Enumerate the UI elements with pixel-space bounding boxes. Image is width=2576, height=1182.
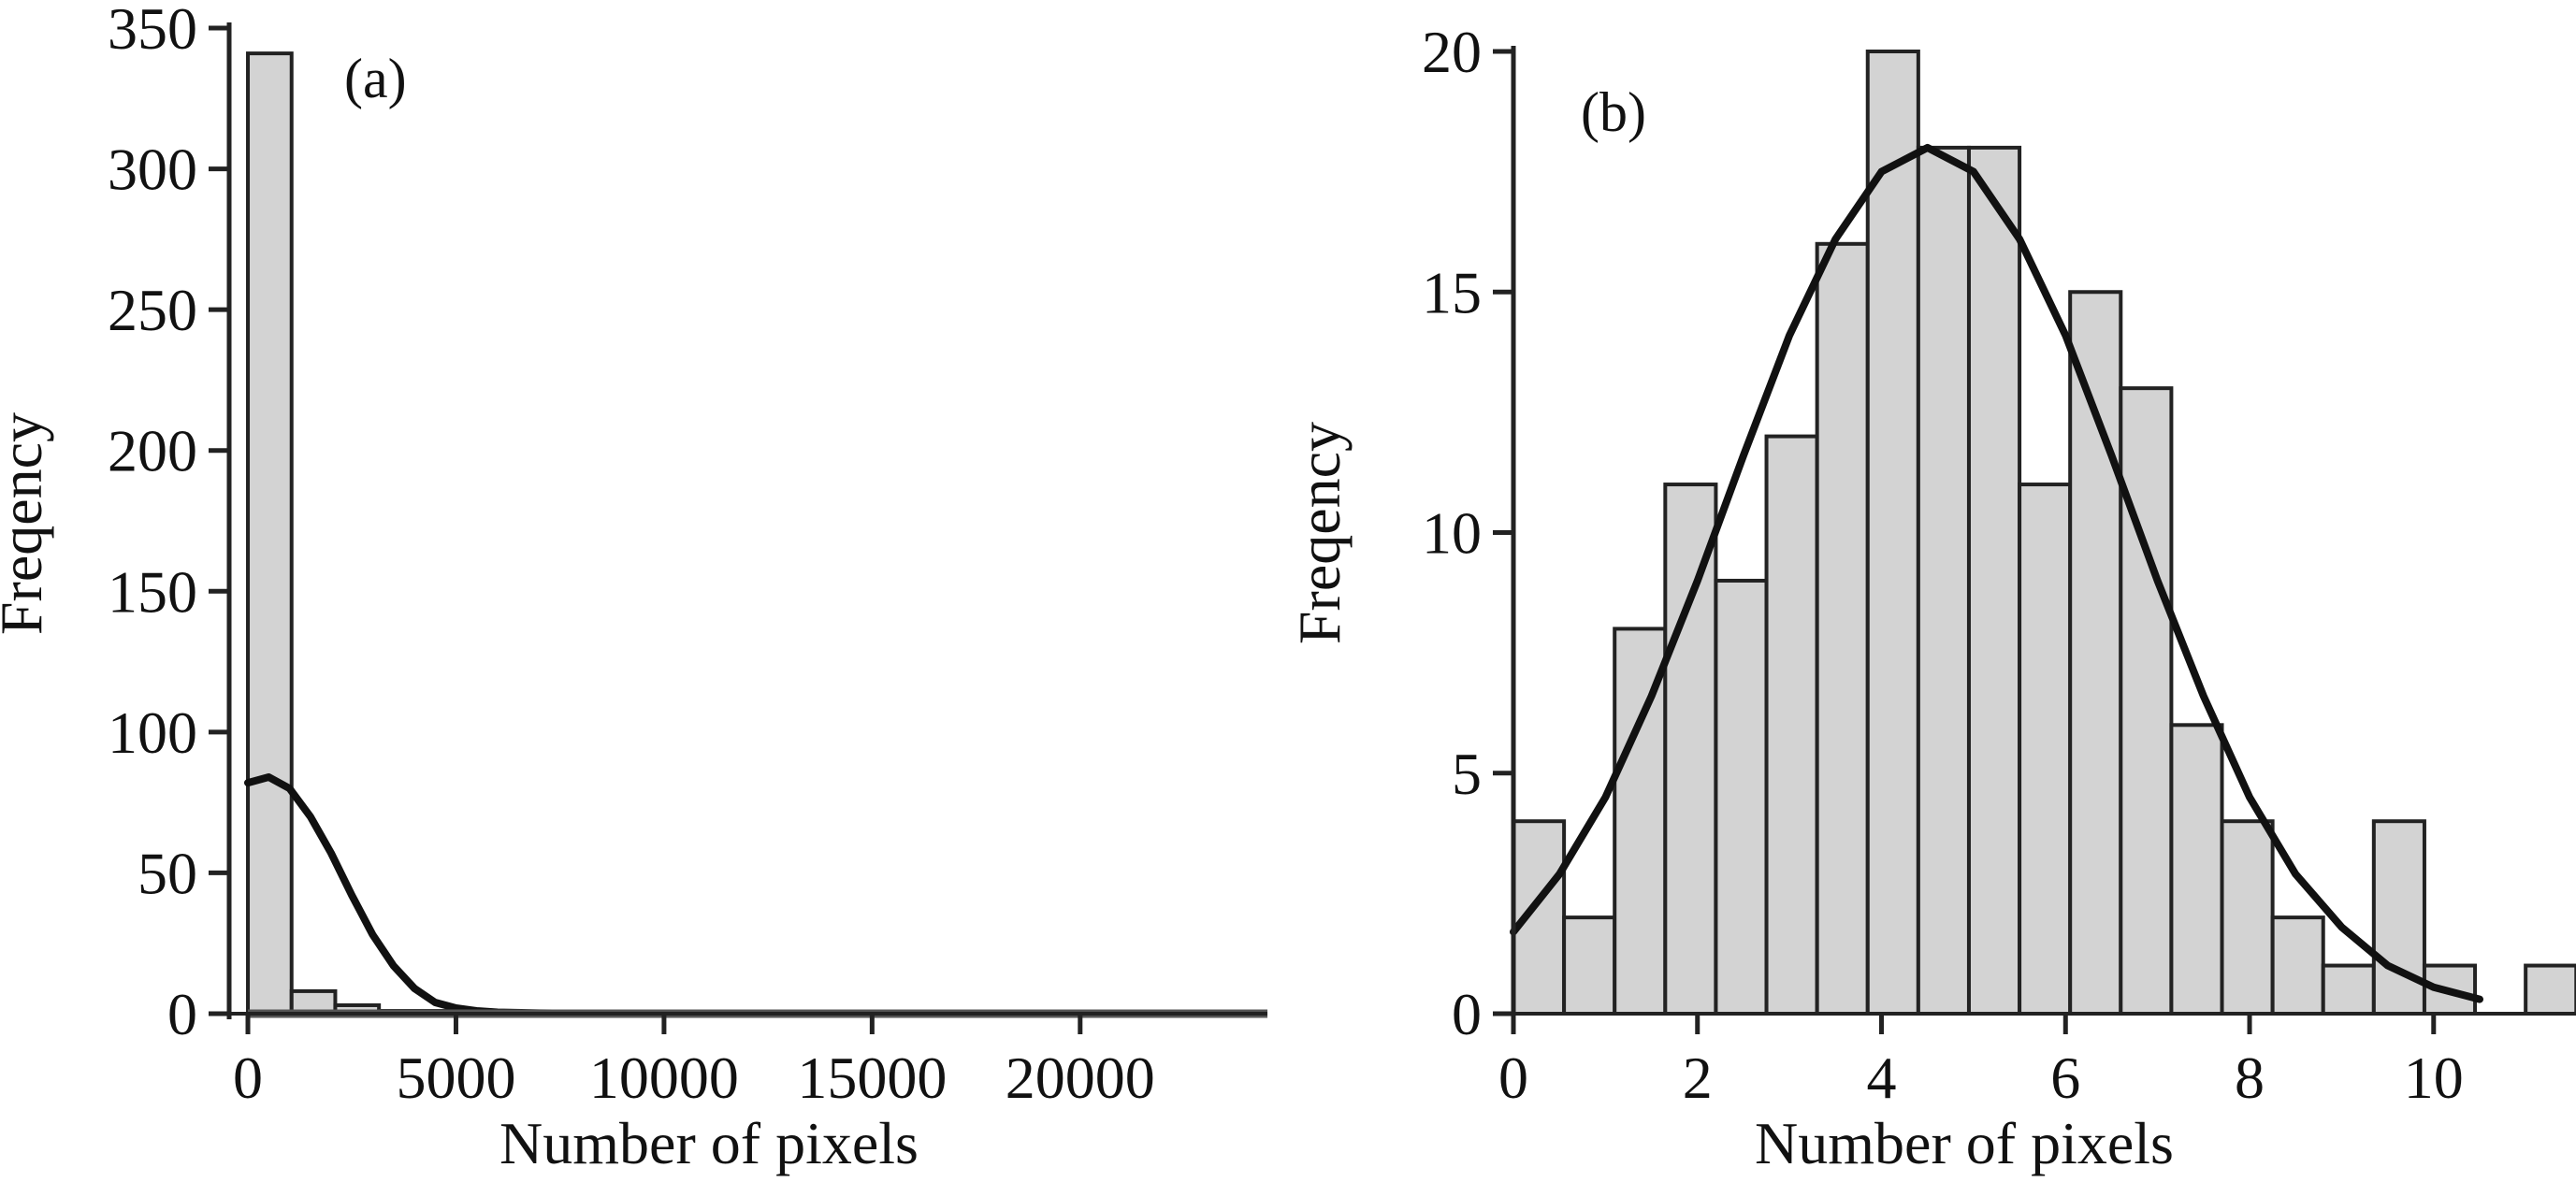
panel-b-bar-14 (2220, 819, 2275, 1016)
panel-a-y-tick-label: 200 (108, 418, 197, 484)
panel-b-bar-8 (1916, 145, 1971, 1016)
panel-b-bar-10 (2018, 483, 2073, 1016)
panel-b-x-axis-title: Number of pixels (1755, 1110, 2174, 1176)
panel-a-y-tick-label: 300 (108, 137, 197, 203)
panel-b-bar-17 (2371, 819, 2426, 1016)
panel-a-x-tick-label: 5000 (396, 1045, 515, 1111)
panel-a-axes (226, 22, 1267, 1019)
panel-a-y-tick-label: 0 (167, 981, 197, 1047)
panel-a-x-ticks: 0 5000 10000 15000 20000 (233, 1014, 1155, 1111)
panel-a-y-tick-label: 350 (108, 0, 197, 62)
panel-b-y-axis-title: Freqency (1286, 422, 1353, 644)
panel-a-y-tick-label: 50 (137, 840, 197, 906)
panel-a-bar-0 (246, 51, 294, 1016)
panel-b-bar-5 (1764, 434, 1819, 1016)
panel-b-x-ticks: 0 2 4 6 8 10 (1498, 1014, 2464, 1111)
panel-a-histogram: 0 50 100 150 200 250 300 350 0 5000 10000 15000 200… (0, 0, 1267, 1176)
panel-b-x-tick-label: 10 (2404, 1045, 2464, 1111)
panel-b-bar-20 (2524, 963, 2576, 1016)
panel-b-fit-curve (1510, 143, 2483, 1003)
panel-b-bar-3 (1663, 483, 1718, 1016)
panel-b-y-tick-label: 0 (1452, 981, 1482, 1047)
panel-a-x-axis-title: Number of pixels (499, 1110, 919, 1176)
panel-b-bar-4 (1714, 578, 1769, 1016)
panel-a-y-tick-label: 250 (108, 277, 197, 343)
panel-b-x-tick-label: 2 (1683, 1045, 1713, 1111)
panel-b-bar-15 (2270, 915, 2325, 1016)
panel-b-bar-13 (2169, 723, 2224, 1016)
panel-b-label: (b) (1581, 81, 1646, 143)
panel-b-x-tick-label: 4 (1867, 1045, 1897, 1111)
panel-a-y-axis-title: Freqency (0, 412, 54, 635)
panel-b-bar-1 (1562, 915, 1617, 1016)
panel-b-histogram: 0 5 10 15 20 0 2 4 6 8 10 (b) Number of pixels Fr… (1286, 19, 2576, 1176)
panel-b-bars (1512, 50, 2576, 1016)
panel-a-y-tick-label: 100 (108, 699, 197, 766)
panel-b-y-tick-label: 5 (1452, 741, 1482, 807)
panel-a-label: (a) (344, 48, 407, 109)
panel-b-x-tick-label: 6 (2050, 1045, 2080, 1111)
panel-b-bar-9 (1966, 145, 2022, 1016)
panel-b-y-ticks: 0 5 10 15 20 (1422, 19, 1513, 1047)
panel-b-y-tick-label: 15 (1422, 259, 1482, 325)
panel-a-x-tick-label: 15000 (797, 1045, 947, 1111)
panel-a-x-tick-label: 20000 (1006, 1045, 1155, 1111)
panel-b-bar-16 (2321, 963, 2376, 1016)
panel-a-x-tick-label: 10000 (589, 1045, 739, 1111)
panel-b-bar-7 (1865, 50, 1920, 1016)
panel-b-bar-6 (1815, 241, 1870, 1016)
panel-a-x-tick-label: 0 (233, 1045, 263, 1111)
panel-b-y-tick-label: 10 (1422, 500, 1482, 567)
panel-b-y-tick-label: 20 (1422, 19, 1482, 85)
panel-b-bar-12 (2119, 386, 2174, 1016)
panel-a-y-tick-label: 150 (108, 558, 197, 625)
panel-b-x-tick-label: 8 (2235, 1045, 2265, 1111)
panel-b-x-tick-label: 0 (1498, 1045, 1528, 1111)
panel-a-bars (246, 51, 513, 1016)
panel-b-bar-11 (2068, 290, 2123, 1016)
panel-a-y-ticks: 0 50 100 150 200 250 300 350 (108, 0, 229, 1047)
